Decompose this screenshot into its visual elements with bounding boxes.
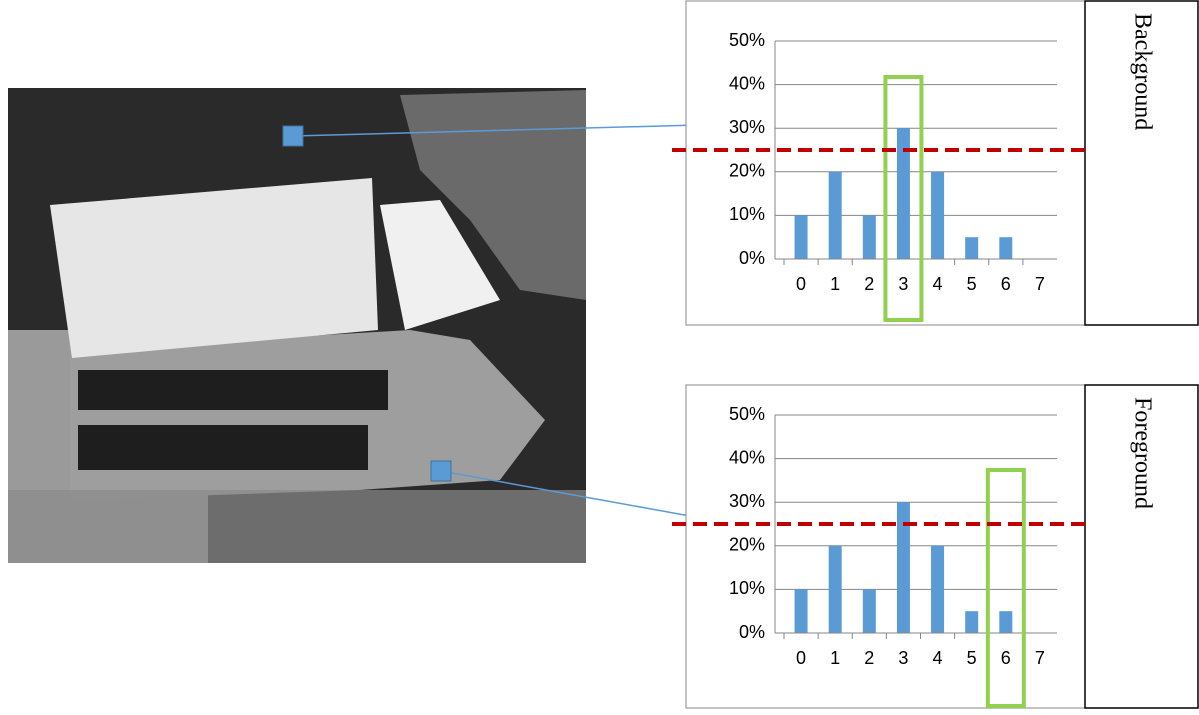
bar — [931, 546, 944, 633]
y-tick-label: 0% — [739, 248, 765, 268]
x-tick-label: 6 — [1001, 648, 1011, 668]
side-label: Foreground — [1129, 397, 1155, 509]
x-tick-label: 1 — [830, 274, 840, 294]
x-tick-label: 4 — [933, 274, 943, 294]
diagram: Background0%10%20%30%40%50%01234567Foreg… — [0, 0, 1199, 710]
y-tick-label: 40% — [729, 447, 765, 467]
bar — [795, 589, 808, 633]
x-tick-label: 5 — [967, 274, 977, 294]
x-tick-label: 0 — [796, 648, 806, 668]
bar — [863, 589, 876, 633]
x-tick-label: 7 — [1035, 274, 1045, 294]
x-tick-label: 2 — [864, 648, 874, 668]
bar — [931, 172, 944, 259]
bar — [795, 215, 808, 259]
bar — [897, 502, 910, 633]
y-tick-label: 30% — [729, 117, 765, 137]
y-tick-label: 10% — [729, 578, 765, 598]
y-tick-label: 20% — [729, 535, 765, 555]
x-tick-label: 2 — [864, 274, 874, 294]
bar — [965, 237, 978, 259]
y-tick-label: 20% — [729, 161, 765, 181]
x-tick-label: 7 — [1035, 648, 1045, 668]
x-tick-label: 1 — [830, 648, 840, 668]
y-tick-label: 30% — [729, 491, 765, 511]
y-tick-label: 40% — [729, 73, 765, 93]
grayscale-image — [8, 88, 586, 563]
y-tick-label: 10% — [729, 204, 765, 224]
bar — [829, 172, 842, 259]
bar — [829, 546, 842, 633]
y-tick-label: 0% — [739, 622, 765, 642]
bar — [863, 215, 876, 259]
bar — [965, 611, 978, 633]
x-tick-label: 5 — [967, 648, 977, 668]
x-tick-label: 3 — [898, 648, 908, 668]
y-tick-label: 50% — [729, 404, 765, 424]
bar — [897, 128, 910, 259]
x-tick-label: 0 — [796, 274, 806, 294]
x-tick-label: 3 — [898, 274, 908, 294]
side-label: Background — [1129, 13, 1155, 130]
bar — [999, 611, 1012, 633]
x-tick-label: 6 — [1001, 274, 1011, 294]
bar — [999, 237, 1012, 259]
x-tick-label: 4 — [933, 648, 943, 668]
y-tick-label: 50% — [729, 30, 765, 50]
